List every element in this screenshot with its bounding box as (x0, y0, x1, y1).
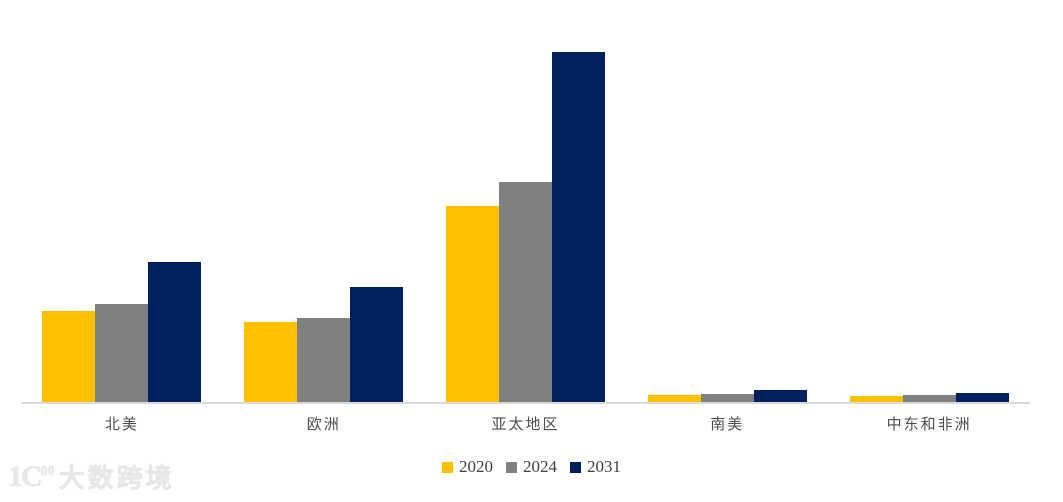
legend-label: 2024 (523, 457, 557, 476)
bar-2024-亚太地区 (498, 181, 552, 402)
bar-groups (21, 30, 1030, 402)
plot-area (21, 30, 1030, 404)
bar-2020-南美 (647, 395, 701, 402)
legend-swatch-icon (506, 461, 517, 473)
watermark: 1C00 大数跨境 (8, 458, 175, 495)
legend-swatch-icon (442, 461, 453, 473)
legend-item-2024: 2024 (506, 457, 557, 477)
category-label-中东和非洲: 中东和非洲 (886, 417, 972, 433)
watermark-logo-text: 1C (8, 459, 43, 493)
bar-2031-南美 (753, 389, 807, 402)
bar-group-中东和非洲 (828, 392, 1030, 402)
bar-2024-中东和非洲 (902, 395, 956, 402)
category-label-北美: 北美 (104, 417, 139, 433)
bar-2024-欧洲 (297, 318, 351, 402)
watermark-logo-sup: 00 (40, 463, 55, 479)
bar-group-南美 (626, 389, 828, 402)
legend-item-2031: 2031 (570, 457, 621, 477)
legend: 2020 2024 2031 (0, 457, 1063, 477)
bar-2031-中东和非洲 (955, 392, 1009, 402)
legend-label: 2031 (587, 457, 621, 476)
bar-group-亚太地区 (425, 52, 627, 402)
bar-2020-亚太地区 (445, 206, 499, 402)
watermark-text: 大数跨境 (58, 464, 175, 493)
category-label-亚太地区: 亚太地区 (491, 417, 560, 433)
legend-swatch-icon (570, 461, 581, 473)
bar-2024-北美 (95, 304, 149, 402)
category-label-南美: 南美 (710, 417, 745, 433)
bar-2031-亚太地区 (551, 52, 605, 402)
category-label-欧洲: 欧洲 (306, 417, 341, 433)
bar-group-欧洲 (223, 286, 425, 402)
legend-label: 2020 (459, 457, 493, 476)
bar-2020-欧洲 (244, 321, 298, 402)
bar-2024-南美 (700, 394, 754, 402)
category-axis-labels: 北美 欧洲 亚太地区 南美 中东和非洲 (21, 413, 1030, 434)
bar-2020-中东和非洲 (849, 396, 903, 402)
bar-group-北美 (21, 262, 223, 402)
bar-2020-北美 (42, 311, 96, 402)
legend-item-2020: 2020 (442, 457, 493, 477)
watermark-logo-icon: 1C00 (8, 459, 55, 493)
bar-2031-北美 (148, 262, 202, 402)
bar-2031-欧洲 (350, 286, 404, 402)
